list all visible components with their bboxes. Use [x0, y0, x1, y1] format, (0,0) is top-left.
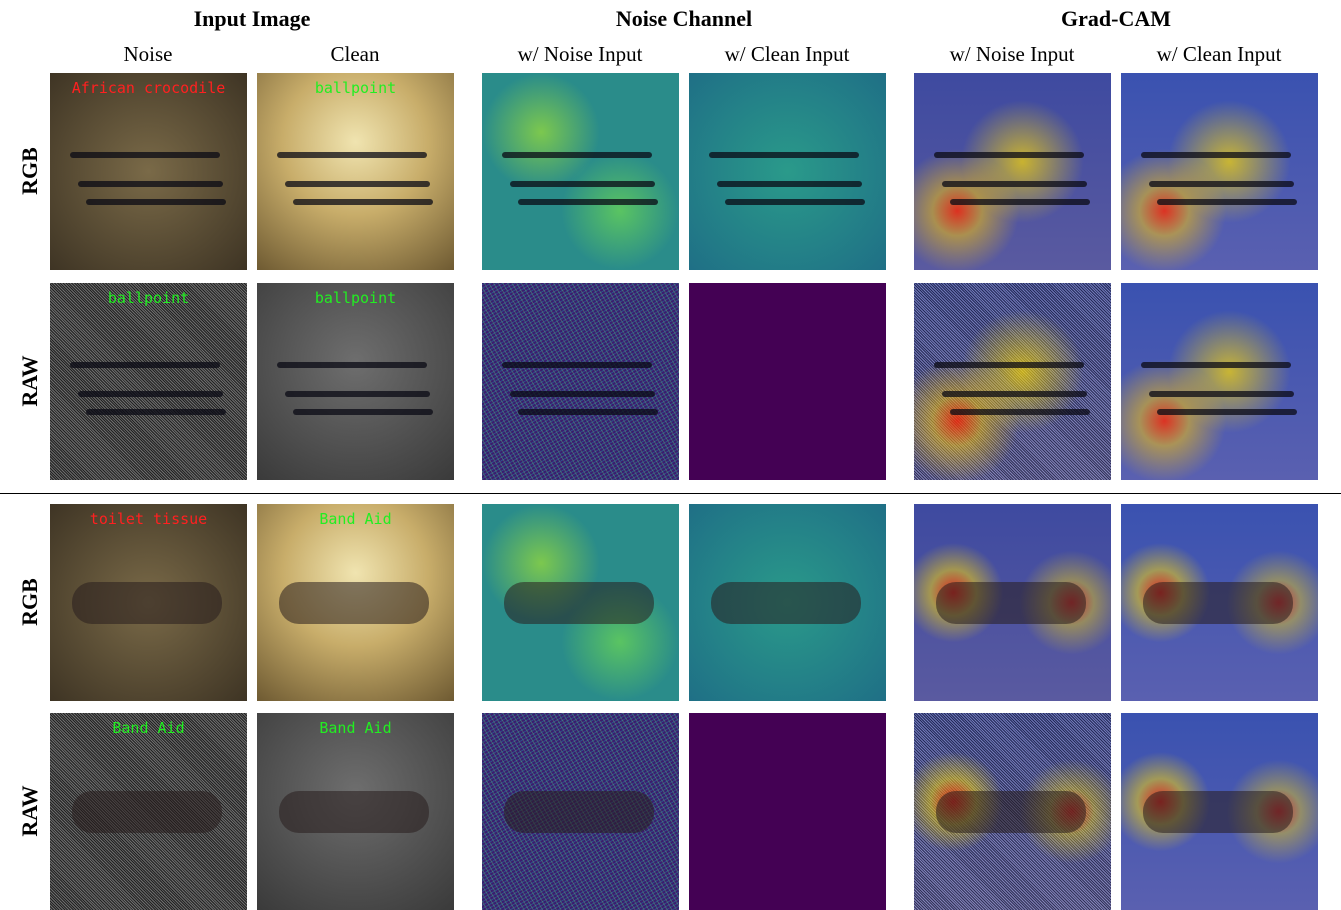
prediction-label: ballpoint [50, 289, 247, 307]
band-aid [72, 582, 222, 624]
pen [86, 409, 226, 415]
pen [502, 152, 652, 158]
band-aid [504, 582, 654, 624]
prediction-label: Band Aid [257, 510, 454, 528]
pen [709, 152, 859, 158]
column-header: w/ Noise Input [907, 42, 1117, 67]
pen [277, 152, 427, 158]
image-panel: Band Aid [50, 713, 247, 910]
group-header: Grad-CAM [916, 6, 1316, 32]
pen [934, 362, 1084, 368]
image-panel [482, 283, 679, 480]
image-panel [914, 713, 1111, 910]
pen [70, 362, 220, 368]
image-panel: Band Aid [257, 713, 454, 910]
image-panel [482, 504, 679, 701]
pen [942, 181, 1087, 187]
image-panel [1121, 713, 1318, 910]
pen [1157, 409, 1297, 415]
image-panel [914, 283, 1111, 480]
pen [70, 152, 220, 158]
pen [293, 409, 433, 415]
pen [518, 199, 658, 205]
row-label: RGB [17, 111, 43, 231]
image-panel [689, 73, 886, 270]
column-header: w/ Clean Input [682, 42, 892, 67]
image-panel [482, 73, 679, 270]
prediction-label: toilet tissue [50, 510, 247, 528]
pen [934, 152, 1084, 158]
image-panel: African crocodile [50, 73, 247, 270]
pen [285, 391, 430, 397]
prediction-label: ballpoint [257, 289, 454, 307]
pen [1141, 362, 1291, 368]
pen [950, 199, 1090, 205]
band-aid [504, 791, 654, 833]
pen [293, 199, 433, 205]
group-header: Noise Channel [484, 6, 884, 32]
separator [0, 493, 1341, 494]
image-panel: ballpoint [50, 283, 247, 480]
band-aid [72, 791, 222, 833]
column-header: Noise [43, 42, 253, 67]
image-panel [689, 713, 886, 910]
image-panel: Band Aid [257, 504, 454, 701]
band-aid [936, 582, 1086, 624]
pen [1141, 152, 1291, 158]
band-aid [1143, 791, 1293, 833]
column-header: w/ Clean Input [1114, 42, 1324, 67]
pen [1149, 391, 1294, 397]
band-aid [1143, 582, 1293, 624]
band-aid [279, 791, 429, 833]
pen [78, 181, 223, 187]
band-aid [279, 582, 429, 624]
image-panel [1121, 283, 1318, 480]
image-panel [689, 504, 886, 701]
pen [510, 391, 655, 397]
pen [285, 181, 430, 187]
row-label: RAW [17, 321, 43, 441]
pen [1157, 199, 1297, 205]
pen [510, 181, 655, 187]
prediction-label: ballpoint [257, 79, 454, 97]
image-panel [689, 283, 886, 480]
figure: (() => { const data = JSON.parse(documen… [0, 0, 1341, 909]
image-panel: ballpoint [257, 283, 454, 480]
image-panel: ballpoint [257, 73, 454, 270]
pen [86, 199, 226, 205]
prediction-label: African crocodile [50, 79, 247, 97]
group-header: Input Image [52, 6, 452, 32]
image-panel [1121, 73, 1318, 270]
prediction-label: Band Aid [257, 719, 454, 737]
image-panel [1121, 504, 1318, 701]
pen [717, 181, 862, 187]
column-header: Clean [250, 42, 460, 67]
image-panel: toilet tissue [50, 504, 247, 701]
pen [78, 391, 223, 397]
pen [277, 362, 427, 368]
image-panel [482, 713, 679, 910]
image-panel [914, 504, 1111, 701]
pen [518, 409, 658, 415]
band-aid [711, 582, 861, 624]
column-header: w/ Noise Input [475, 42, 685, 67]
pen [502, 362, 652, 368]
pen [950, 409, 1090, 415]
row-label: RAW [17, 751, 43, 871]
image-panel [914, 73, 1111, 270]
pen [942, 391, 1087, 397]
band-aid [936, 791, 1086, 833]
prediction-label: Band Aid [50, 719, 247, 737]
pen [1149, 181, 1294, 187]
pen [725, 199, 865, 205]
row-label: RGB [17, 542, 43, 662]
